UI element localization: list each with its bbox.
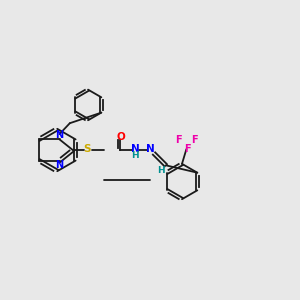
- Text: N: N: [55, 130, 63, 140]
- Text: N: N: [131, 144, 140, 154]
- Text: F: F: [191, 135, 198, 145]
- Text: F: F: [184, 144, 190, 154]
- Text: O: O: [116, 132, 125, 142]
- Text: F: F: [175, 135, 181, 145]
- Text: N: N: [146, 144, 155, 154]
- Text: H: H: [158, 166, 165, 175]
- Text: H: H: [131, 152, 139, 160]
- Text: S: S: [84, 144, 91, 154]
- Text: N: N: [55, 160, 63, 170]
